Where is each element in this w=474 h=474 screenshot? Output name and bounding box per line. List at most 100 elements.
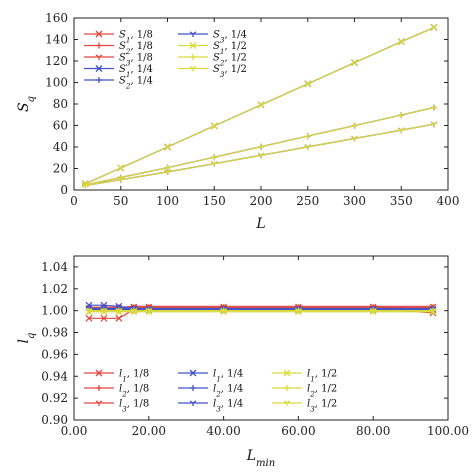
data-point: [430, 23, 438, 31]
x-tick-label: 100.00: [427, 424, 469, 438]
legend-label: l2, 1/2: [307, 384, 337, 399]
y-tick-label: 0.92: [41, 391, 68, 405]
legend-label: S3, 1/4: [213, 30, 247, 45]
data-point: [145, 308, 153, 314]
data-point: [430, 121, 438, 128]
x-tick-label: 150: [203, 194, 226, 208]
data-point: [211, 154, 218, 161]
legend-label: S1, 1/8: [119, 30, 153, 45]
legend-entry: S2, 1/8: [84, 41, 153, 56]
data-point: [100, 308, 108, 314]
panel-1: 0 50 100 150 200 250 300 350 400 0 20 40 60 80 100 120 1…: [16, 11, 459, 232]
x-tick-label: 250: [296, 194, 319, 208]
y-tick-label: 120: [45, 54, 68, 68]
y-tick-label: 1.02: [41, 282, 68, 296]
data-point: [304, 144, 312, 150]
legend-label: l1, 1/4: [213, 369, 243, 384]
y-tick-label: 0.94: [41, 369, 68, 383]
panel-2: 0.00 20.00 40.00 60.00 80.00 100.00 0.90 0.92 0.…: [16, 255, 469, 469]
legend-label: S3, 1/2: [213, 64, 247, 79]
legend-label: l2, 1/4: [213, 384, 243, 399]
legend-label: l3, 1/2: [307, 399, 337, 414]
data-point: [85, 314, 93, 322]
legend-entry: S3, 1/8: [84, 53, 153, 68]
x-tick-label: 80.00: [356, 424, 390, 438]
x-tick-label: 50: [113, 194, 128, 208]
legend-label: S3, 1/8: [119, 53, 153, 68]
legend-label: S2, 1/4: [119, 76, 153, 91]
data-point: [115, 308, 123, 314]
series-9: [85, 308, 437, 314]
y-tick-label: 1.04: [41, 260, 68, 274]
y-tick-label: 0: [60, 183, 68, 197]
y-tick-label: 60: [53, 119, 68, 133]
data-point: [397, 127, 405, 134]
data-point: [257, 101, 265, 109]
x-tick-label: 0: [70, 194, 78, 208]
y-tick-label: 40: [53, 140, 68, 154]
legend-entry: l3, 1/2: [272, 399, 337, 414]
legend-entry: l2, 1/2: [272, 384, 337, 399]
legend-entry: S3, 1/4: [178, 30, 247, 45]
legend-entry: S2, 1/4: [84, 76, 153, 91]
data-point: [257, 152, 265, 159]
data-point: [164, 169, 171, 175]
legend-label: l1, 1/8: [119, 369, 149, 384]
data-point: [397, 38, 405, 46]
y-tick-label: 140: [45, 33, 68, 47]
data-point: [304, 80, 312, 88]
data-point: [304, 133, 311, 140]
x-tick-label: 40.00: [206, 424, 240, 438]
x-tick-label: 20.00: [132, 424, 166, 438]
legend-label: S2, 1/8: [119, 41, 153, 56]
legend-entry: S3, 1/2: [178, 64, 247, 79]
legend-entry: l3, 1/4: [178, 399, 243, 414]
data-point: [210, 161, 218, 167]
y-tick-label: 20: [53, 162, 68, 176]
legend-entry: l2, 1/8: [84, 384, 149, 399]
x-tick-label: 400: [437, 194, 460, 208]
data-point: [398, 112, 405, 119]
x-axis-label: L: [255, 216, 265, 232]
data-point: [81, 182, 89, 189]
legend-label: l1, 1/2: [307, 369, 337, 384]
data-point: [351, 122, 358, 129]
series-9: [81, 121, 438, 189]
legend-entry: l1, 1/8: [84, 369, 149, 384]
legend-entry: S2, 1/2: [178, 53, 247, 68]
legend-label: l3, 1/4: [213, 399, 243, 414]
x-tick-label: 0.00: [61, 424, 88, 438]
data-point: [117, 177, 125, 183]
legend-label: S1, 1/2: [213, 41, 247, 56]
data-point: [117, 164, 125, 172]
x-axis-label: Lmin: [246, 448, 276, 469]
plot-frame: [73, 255, 449, 421]
series-8: [82, 104, 437, 188]
data-point: [164, 164, 171, 171]
legend-entry: l3, 1/8: [84, 399, 149, 413]
legend-entry: S1, 1/2: [178, 41, 247, 56]
x-tick-label: 300: [343, 194, 366, 208]
y-tick-label: 0.98: [41, 326, 68, 340]
y-axis-label: lq: [16, 333, 37, 344]
data-point: [210, 122, 218, 130]
legend-label: S2, 1/2: [213, 53, 247, 68]
y-tick-label: 80: [53, 97, 68, 111]
y-tick-label: 0.90: [41, 413, 68, 427]
legend-entry: l2, 1/4: [178, 384, 243, 399]
x-tick-label: 60.00: [281, 424, 315, 438]
data-point: [351, 135, 358, 142]
legend-entry: S1, 1/8: [84, 30, 153, 45]
y-tick-label: 0.96: [41, 347, 68, 361]
legend-label: l2, 1/8: [119, 384, 149, 399]
data-point: [430, 104, 437, 111]
x-tick-label: 350: [390, 194, 413, 208]
data-point: [220, 308, 227, 314]
y-tick-label: 1.00: [41, 304, 68, 318]
legend-entry: S1, 1/4: [84, 64, 153, 79]
legend-entry: l1, 1/4: [178, 369, 243, 384]
data-point: [130, 308, 138, 314]
data-point: [351, 59, 358, 67]
legend-entry: l1, 1/2: [272, 369, 337, 384]
